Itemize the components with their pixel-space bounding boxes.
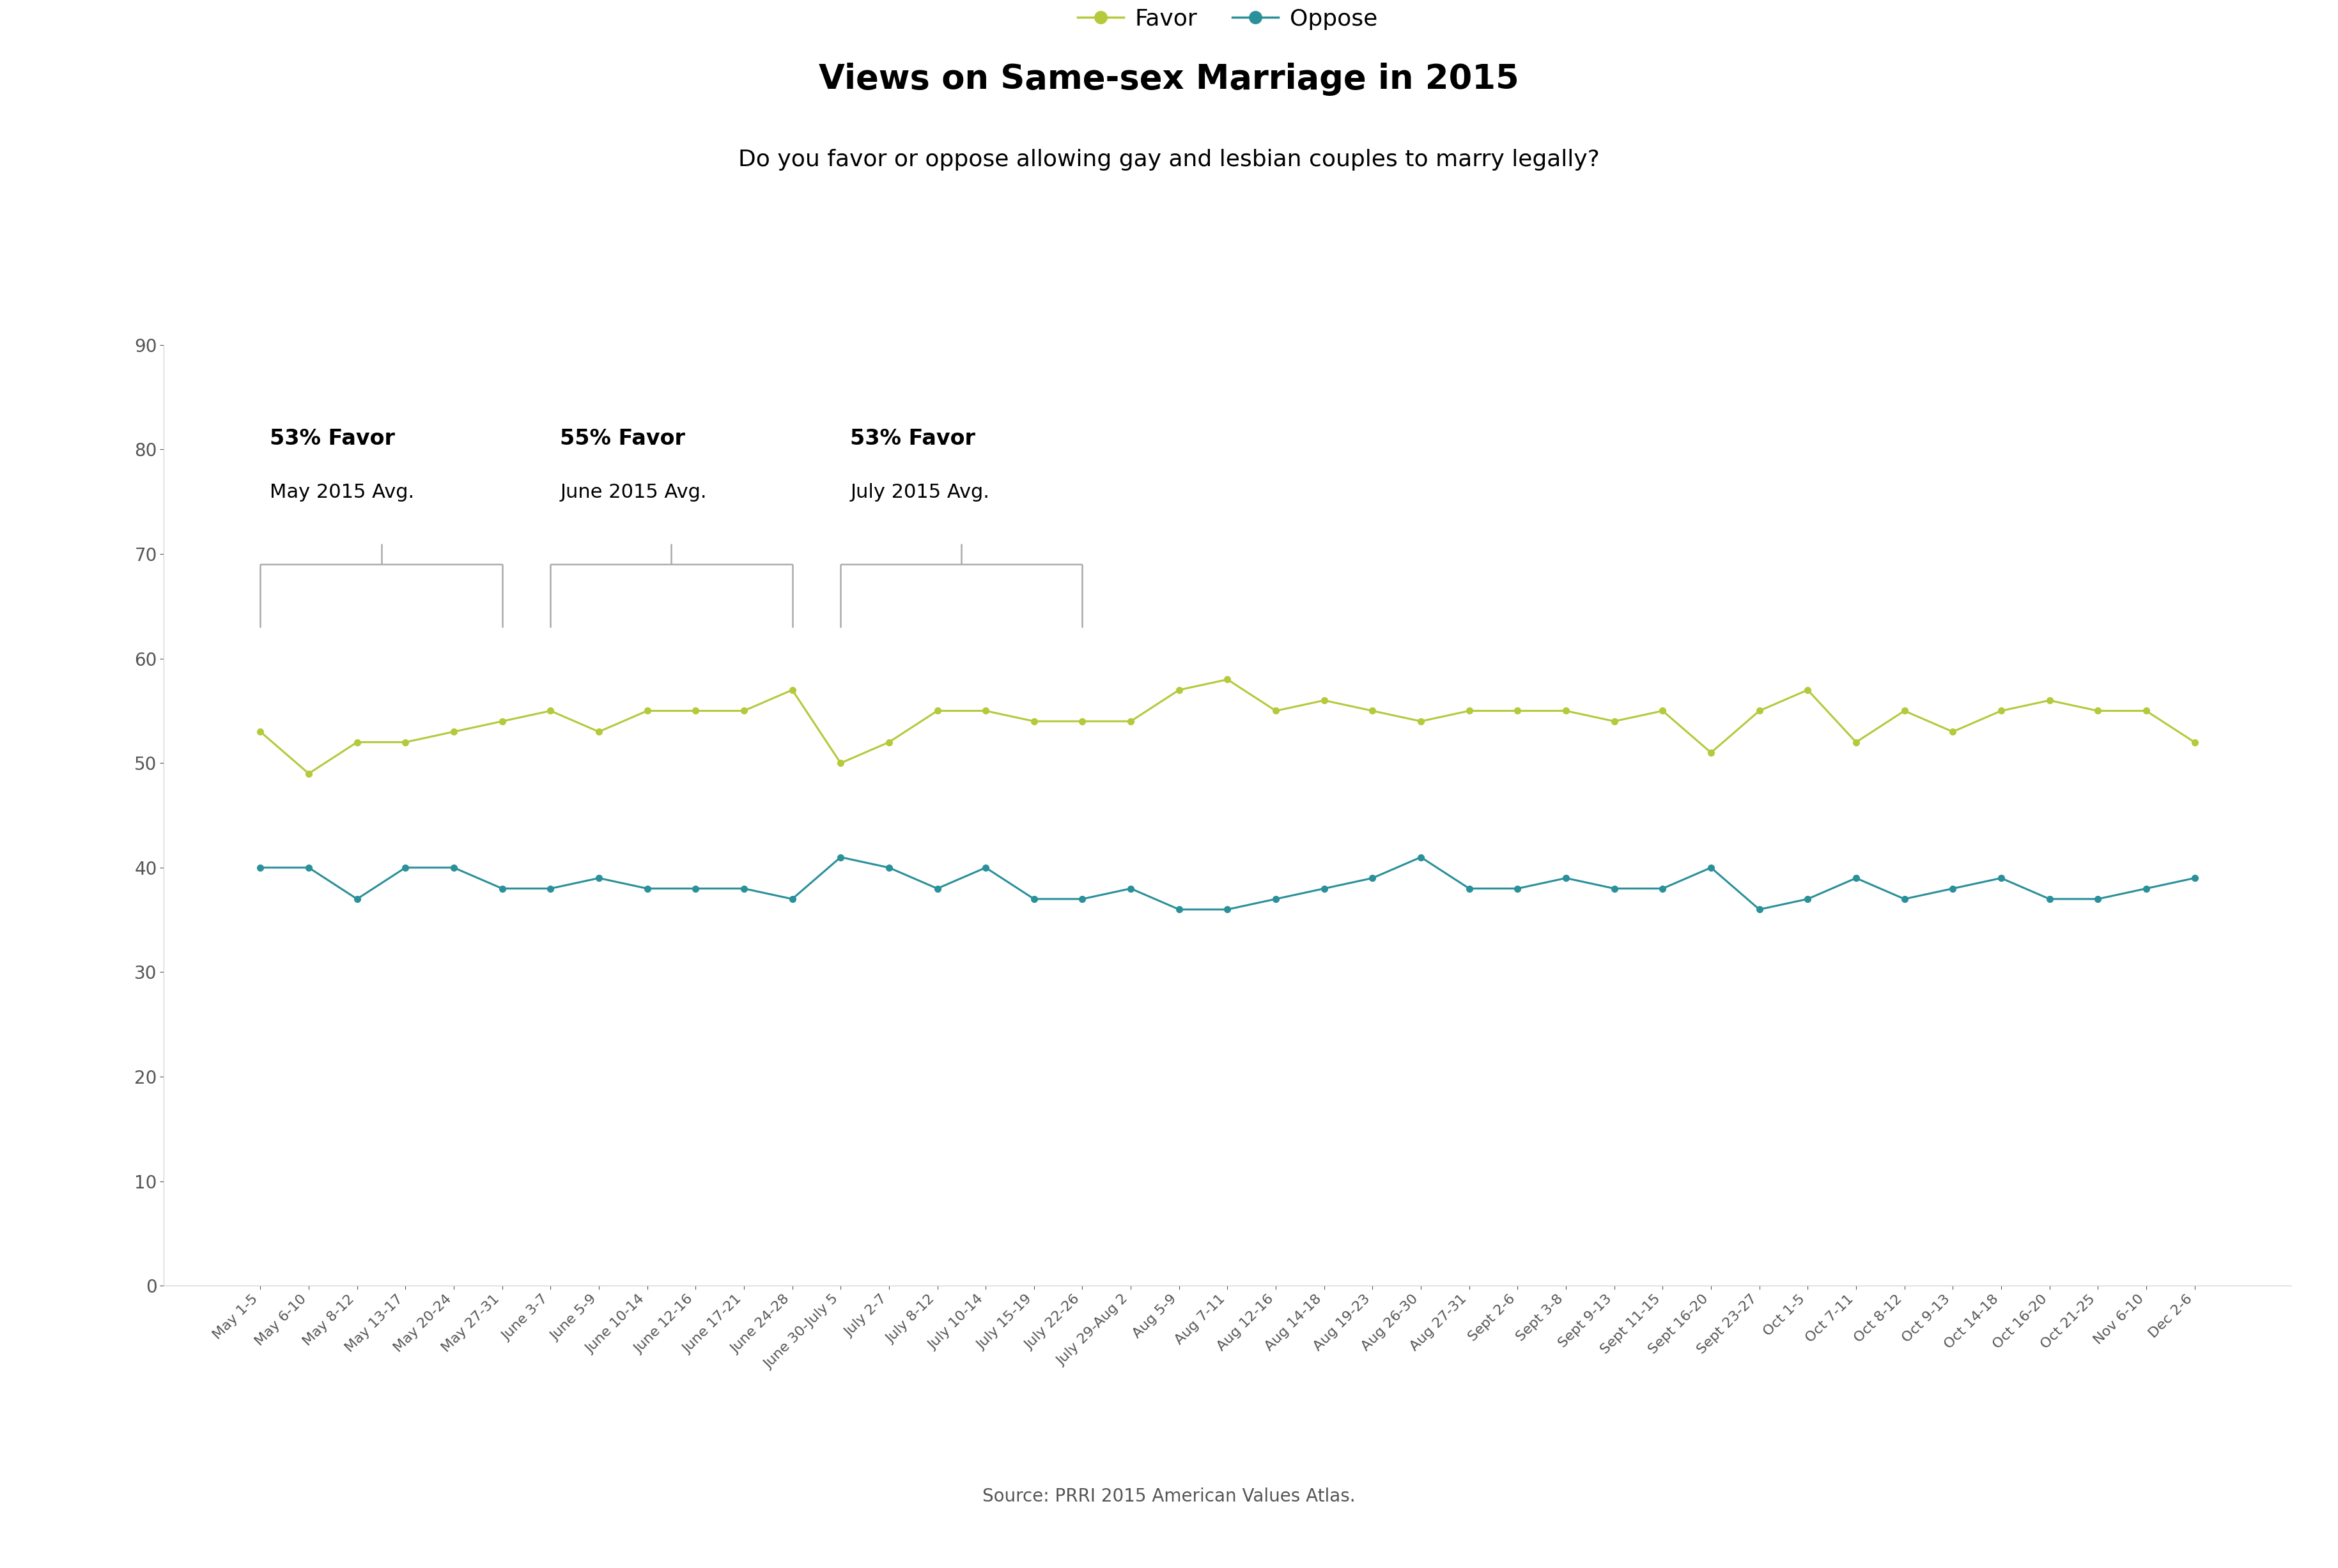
Favor	[1648, 701, 1676, 720]
Oppose	[683, 880, 711, 898]
Oppose	[1019, 889, 1047, 908]
Oppose	[1263, 889, 1291, 908]
Favor	[584, 723, 613, 742]
Oppose	[2132, 880, 2160, 898]
Favor	[2083, 701, 2111, 720]
Oppose	[729, 880, 758, 898]
Favor	[1793, 681, 1821, 699]
Oppose	[1068, 889, 1097, 908]
Favor	[1213, 670, 1241, 688]
Favor	[1164, 681, 1192, 699]
Favor	[535, 701, 563, 720]
Oppose	[1891, 889, 1919, 908]
Oppose	[1744, 900, 1772, 919]
Oppose	[344, 889, 372, 908]
Oppose	[295, 858, 323, 877]
Oppose	[1454, 880, 1482, 898]
Favor	[1118, 712, 1146, 731]
Oppose	[1213, 900, 1241, 919]
Text: 55% Favor: 55% Favor	[561, 428, 685, 450]
Oppose	[1648, 880, 1676, 898]
Favor	[2181, 732, 2209, 751]
Favor	[2132, 701, 2160, 720]
Oppose	[2181, 869, 2209, 887]
Line: Favor: Favor	[257, 676, 2198, 776]
Oppose	[924, 880, 952, 898]
Text: May 2015 Avg.: May 2015 Avg.	[271, 483, 414, 502]
Favor	[1842, 732, 1870, 751]
Oppose	[1842, 869, 1870, 887]
Favor	[1309, 691, 1337, 710]
Oppose	[1938, 880, 1966, 898]
Favor	[1987, 701, 2015, 720]
Text: 53% Favor: 53% Favor	[271, 428, 395, 450]
Oppose	[1309, 880, 1337, 898]
Oppose	[634, 880, 662, 898]
Text: Source: PRRI 2015 American Values Atlas.: Source: PRRI 2015 American Values Atlas.	[982, 1488, 1356, 1505]
Oppose	[584, 869, 613, 887]
Oppose	[2083, 889, 2111, 908]
Oppose	[828, 848, 856, 867]
Oppose	[1358, 869, 1386, 887]
Favor	[729, 701, 758, 720]
Oppose	[1164, 900, 1192, 919]
Line: Oppose: Oppose	[257, 855, 2198, 913]
Text: 53% Favor: 53% Favor	[851, 428, 975, 450]
Favor	[489, 712, 517, 731]
Oppose	[1118, 880, 1146, 898]
Favor	[683, 701, 711, 720]
Favor	[1019, 712, 1047, 731]
Favor	[1599, 712, 1627, 731]
Text: June 2015 Avg.: June 2015 Avg.	[561, 483, 706, 502]
Oppose	[973, 858, 1001, 877]
Favor	[440, 723, 468, 742]
Favor	[634, 701, 662, 720]
Favor	[245, 723, 274, 742]
Text: July 2015 Avg.: July 2015 Avg.	[851, 483, 989, 502]
Favor	[390, 732, 419, 751]
Legend: Favor, Oppose: Favor, Oppose	[1068, 0, 1386, 39]
Favor	[973, 701, 1001, 720]
Oppose	[390, 858, 419, 877]
Favor	[1697, 743, 1725, 762]
Favor	[295, 764, 323, 782]
Favor	[1744, 701, 1772, 720]
Favor	[924, 701, 952, 720]
Favor	[1454, 701, 1482, 720]
Oppose	[874, 858, 902, 877]
Favor	[1358, 701, 1386, 720]
Favor	[1552, 701, 1580, 720]
Oppose	[2036, 889, 2064, 908]
Oppose	[779, 889, 807, 908]
Favor	[1938, 723, 1966, 742]
Text: Do you favor or oppose allowing gay and lesbian couples to marry legally?: Do you favor or oppose allowing gay and …	[739, 149, 1599, 171]
Text: Views on Same-sex Marriage in 2015: Views on Same-sex Marriage in 2015	[818, 63, 1520, 96]
Oppose	[440, 858, 468, 877]
Oppose	[1793, 889, 1821, 908]
Oppose	[489, 880, 517, 898]
Favor	[1891, 701, 1919, 720]
Oppose	[1407, 848, 1436, 867]
Oppose	[1697, 858, 1725, 877]
Favor	[1068, 712, 1097, 731]
Oppose	[1987, 869, 2015, 887]
Favor	[1503, 701, 1531, 720]
Oppose	[1552, 869, 1580, 887]
Favor	[1263, 701, 1291, 720]
Oppose	[535, 880, 563, 898]
Favor	[2036, 691, 2064, 710]
Oppose	[245, 858, 274, 877]
Favor	[344, 732, 372, 751]
Favor	[1407, 712, 1436, 731]
Favor	[779, 681, 807, 699]
Oppose	[1599, 880, 1627, 898]
Favor	[874, 732, 902, 751]
Oppose	[1503, 880, 1531, 898]
Favor	[828, 754, 856, 773]
